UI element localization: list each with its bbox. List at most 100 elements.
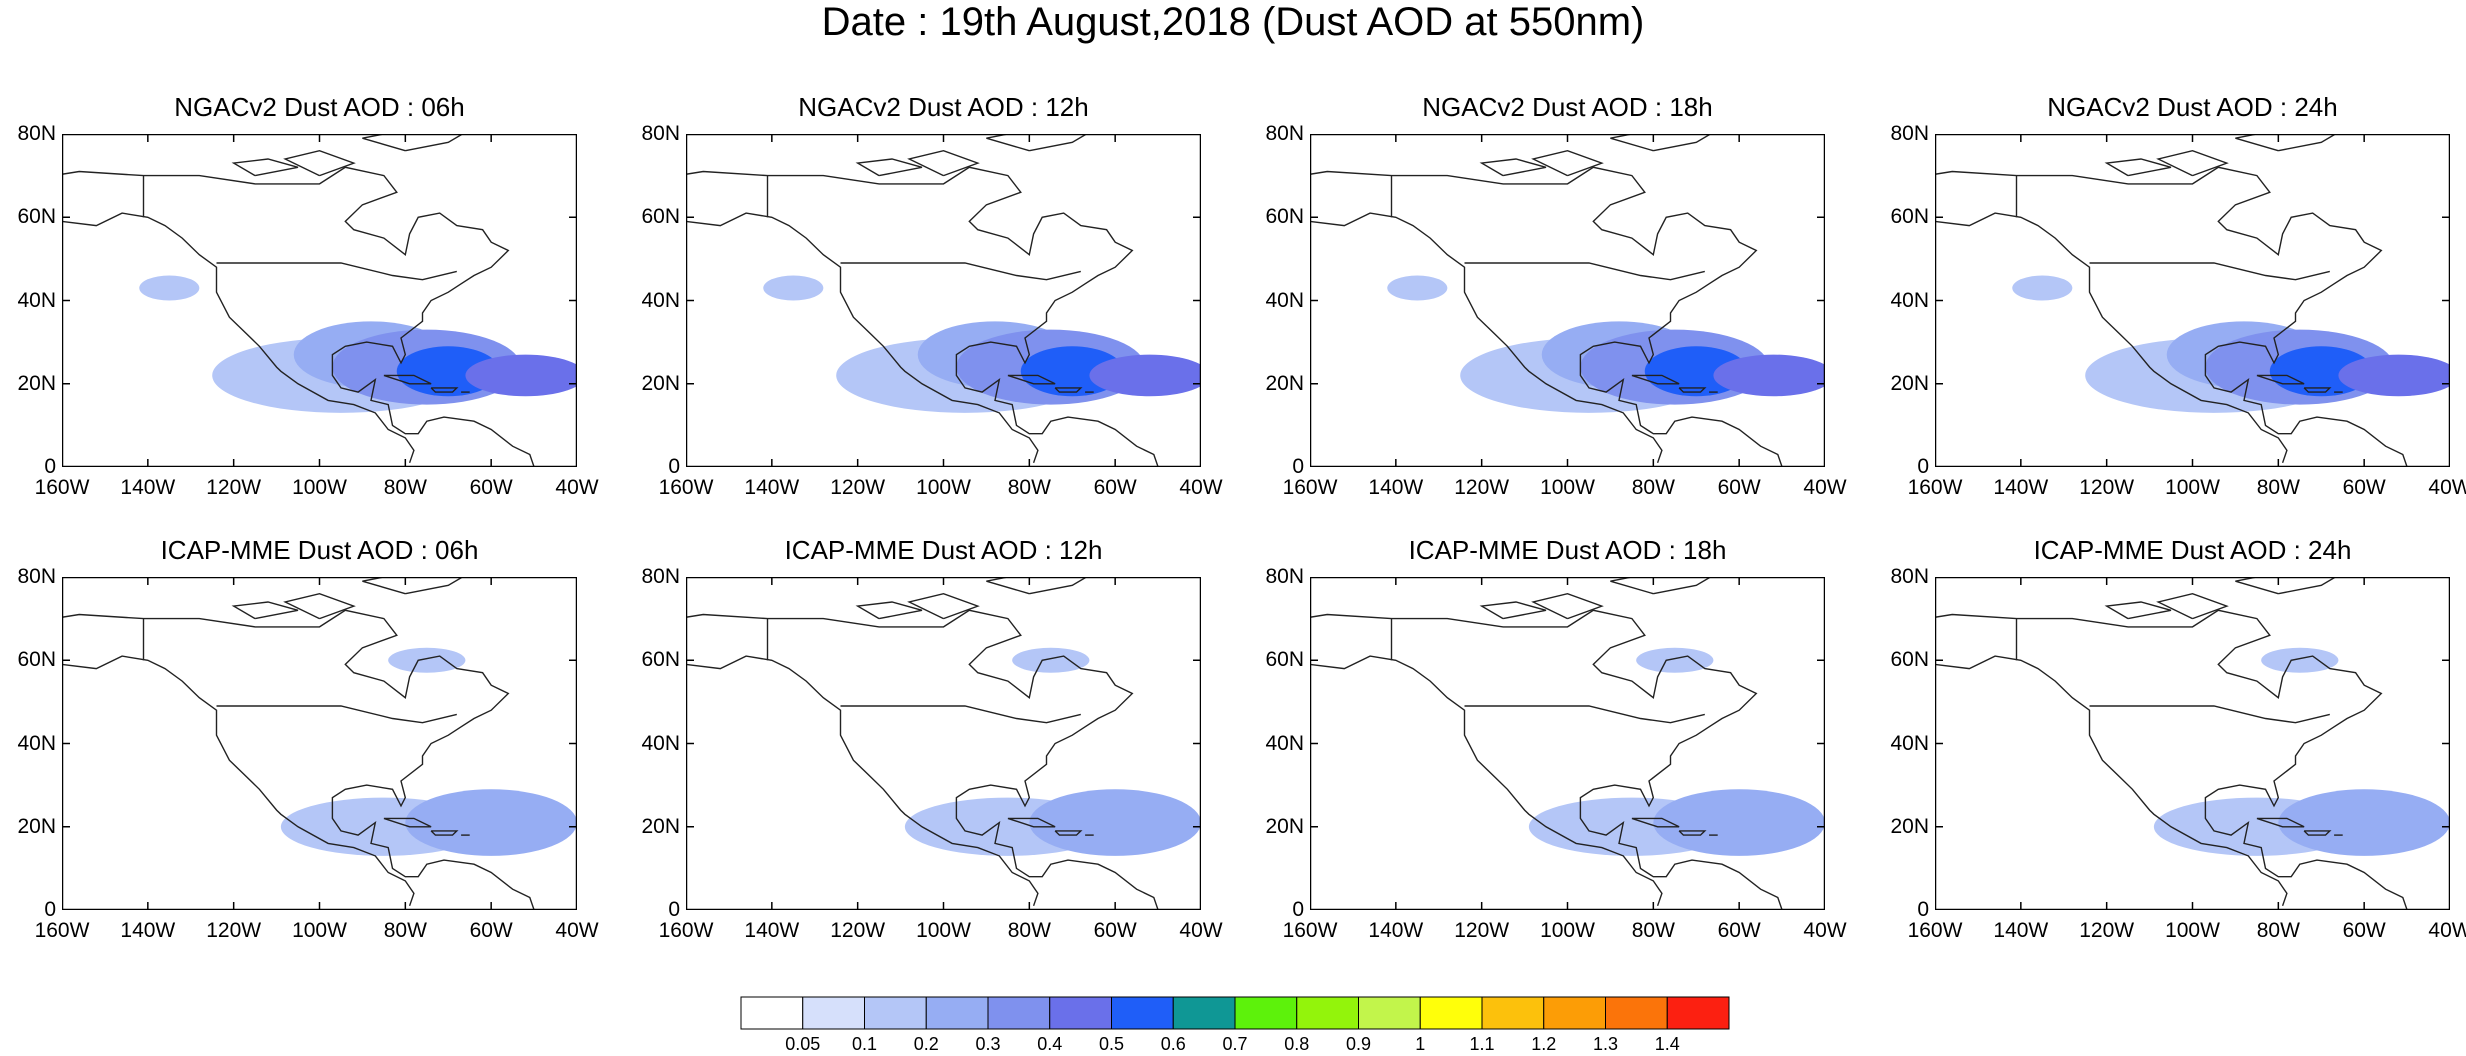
island-outline bbox=[907, 592, 980, 620]
lat-tick-label: 20N bbox=[1890, 371, 1929, 395]
dust-plume bbox=[388, 647, 466, 673]
colorbar-swatch bbox=[1296, 996, 1359, 1030]
west-coastline bbox=[1310, 212, 1663, 464]
dust-plume bbox=[1636, 647, 1714, 673]
west-coastline bbox=[686, 212, 1039, 464]
lat-tick-label: 20N bbox=[1265, 814, 1304, 838]
us-canada-border bbox=[2089, 262, 2330, 281]
lon-tick-label: 140W bbox=[1368, 919, 1424, 942]
map-panel bbox=[1935, 577, 2450, 910]
lon-tick-label: 40W bbox=[2428, 919, 2466, 942]
lat-tick-label: 60N bbox=[1890, 648, 1929, 672]
lat-tick-label: 40N bbox=[1890, 288, 1929, 312]
colorbar-swatch bbox=[1605, 996, 1668, 1030]
lon-tick-label: 120W bbox=[206, 476, 262, 499]
island-outline bbox=[1007, 374, 1056, 385]
panel-title: NGACv2 Dust AOD : 18h bbox=[1422, 92, 1713, 122]
island-outline bbox=[986, 577, 1088, 595]
colorbar-label: 0.5 bbox=[1098, 1034, 1125, 1054]
lat-tick-label: 20N bbox=[1890, 814, 1929, 838]
dust-plume bbox=[405, 789, 577, 856]
lat-tick-label: 40N bbox=[1890, 731, 1929, 755]
lat-tick-label: 40N bbox=[641, 288, 680, 312]
dust-plume bbox=[1387, 275, 1448, 301]
lon-tick-label: 140W bbox=[1993, 476, 2049, 499]
dust-plume bbox=[1653, 789, 1825, 856]
west-coastline bbox=[62, 212, 415, 464]
west-coastline bbox=[1935, 212, 2288, 464]
island-outline bbox=[2104, 158, 2172, 177]
lon-tick-label: 160W bbox=[1282, 476, 1338, 499]
lon-tick-label: 80W bbox=[1007, 476, 1051, 499]
lon-tick-label: 120W bbox=[2079, 919, 2135, 942]
colorbar-label: 0.1 bbox=[851, 1034, 878, 1054]
east-coastline bbox=[62, 609, 535, 910]
island-outline bbox=[855, 601, 923, 620]
island-outline bbox=[383, 817, 432, 828]
lon-tick-label: 40W bbox=[555, 919, 599, 942]
lon-tick-label: 60W bbox=[1093, 919, 1137, 942]
map-panel bbox=[1935, 134, 2450, 467]
map-panel bbox=[686, 577, 1201, 910]
lon-tick-label: 100W bbox=[292, 476, 347, 499]
lat-tick-label: 80N bbox=[641, 122, 680, 145]
lon-tick-label: 40W bbox=[1179, 476, 1223, 499]
lon-tick-label: 100W bbox=[2165, 919, 2220, 942]
island-outline bbox=[430, 830, 459, 836]
lon-tick-label: 80W bbox=[383, 919, 427, 942]
figure-title: Date : 19th August,2018 (Dust AOD at 550… bbox=[821, 0, 1645, 44]
dust-plume bbox=[465, 354, 577, 397]
lat-tick-label: 80N bbox=[1890, 565, 1929, 588]
lat-tick-label: 80N bbox=[17, 122, 56, 145]
west-coastline bbox=[1310, 655, 1663, 907]
lon-tick-label: 40W bbox=[555, 476, 599, 499]
lat-tick-label: 40N bbox=[1265, 288, 1304, 312]
island-outline bbox=[2156, 592, 2229, 620]
dust-plume bbox=[1713, 354, 1825, 397]
lon-tick-label: 120W bbox=[1454, 476, 1510, 499]
island-outline bbox=[283, 149, 356, 177]
map-panel bbox=[1310, 577, 1825, 910]
dust-plume bbox=[2278, 789, 2450, 856]
lat-tick-label: 60N bbox=[1265, 648, 1304, 672]
colorbar-swatch bbox=[1358, 996, 1421, 1030]
lat-tick-label: 0 bbox=[1917, 455, 1929, 478]
lon-tick-label: 40W bbox=[1803, 476, 1847, 499]
island-outline bbox=[2256, 817, 2305, 828]
island-outline bbox=[1678, 387, 1707, 393]
us-canada-border bbox=[840, 262, 1081, 281]
colorbar-swatch bbox=[1543, 996, 1606, 1030]
colorbar-label: 0.4 bbox=[1037, 1034, 1063, 1054]
island-outline bbox=[1479, 158, 1547, 177]
colorbar-label: 0.05 bbox=[785, 1034, 821, 1054]
colorbar-label: 1.2 bbox=[1531, 1034, 1557, 1054]
lat-tick-label: 80N bbox=[1265, 122, 1304, 145]
island-outline bbox=[2104, 601, 2172, 620]
colorbar-label: 1.1 bbox=[1469, 1034, 1495, 1054]
colorbar-label: 0.9 bbox=[1345, 1034, 1372, 1054]
colorbar-swatch bbox=[1234, 996, 1298, 1030]
lon-tick-label: 80W bbox=[383, 476, 427, 499]
lon-tick-label: 140W bbox=[120, 476, 176, 499]
lat-tick-label: 0 bbox=[44, 455, 56, 478]
island-outline bbox=[1054, 830, 1083, 836]
lat-tick-label: 80N bbox=[1265, 565, 1304, 588]
lat-tick-label: 40N bbox=[17, 288, 56, 312]
lon-tick-label: 60W bbox=[1717, 919, 1761, 942]
lon-tick-label: 80W bbox=[1631, 476, 1675, 499]
island-outline bbox=[1631, 817, 1680, 828]
island-outline bbox=[855, 158, 923, 177]
lon-tick-label: 120W bbox=[830, 476, 886, 499]
island-outline bbox=[362, 134, 464, 152]
panel-title: ICAP-MME Dust AOD : 18h bbox=[1408, 535, 1727, 565]
panel-title: NGACv2 Dust AOD : 24h bbox=[2047, 92, 2338, 122]
colorbar-swatch bbox=[925, 996, 989, 1030]
lon-tick-label: 80W bbox=[2256, 476, 2300, 499]
lon-tick-label: 100W bbox=[2165, 476, 2220, 499]
map-panel bbox=[686, 134, 1201, 467]
dust-plume bbox=[2012, 275, 2073, 301]
east-coastline bbox=[1935, 609, 2408, 910]
lat-tick-label: 0 bbox=[668, 455, 680, 478]
colorbar-swatch bbox=[1419, 996, 1483, 1030]
colorbar-swatch bbox=[864, 996, 927, 1030]
